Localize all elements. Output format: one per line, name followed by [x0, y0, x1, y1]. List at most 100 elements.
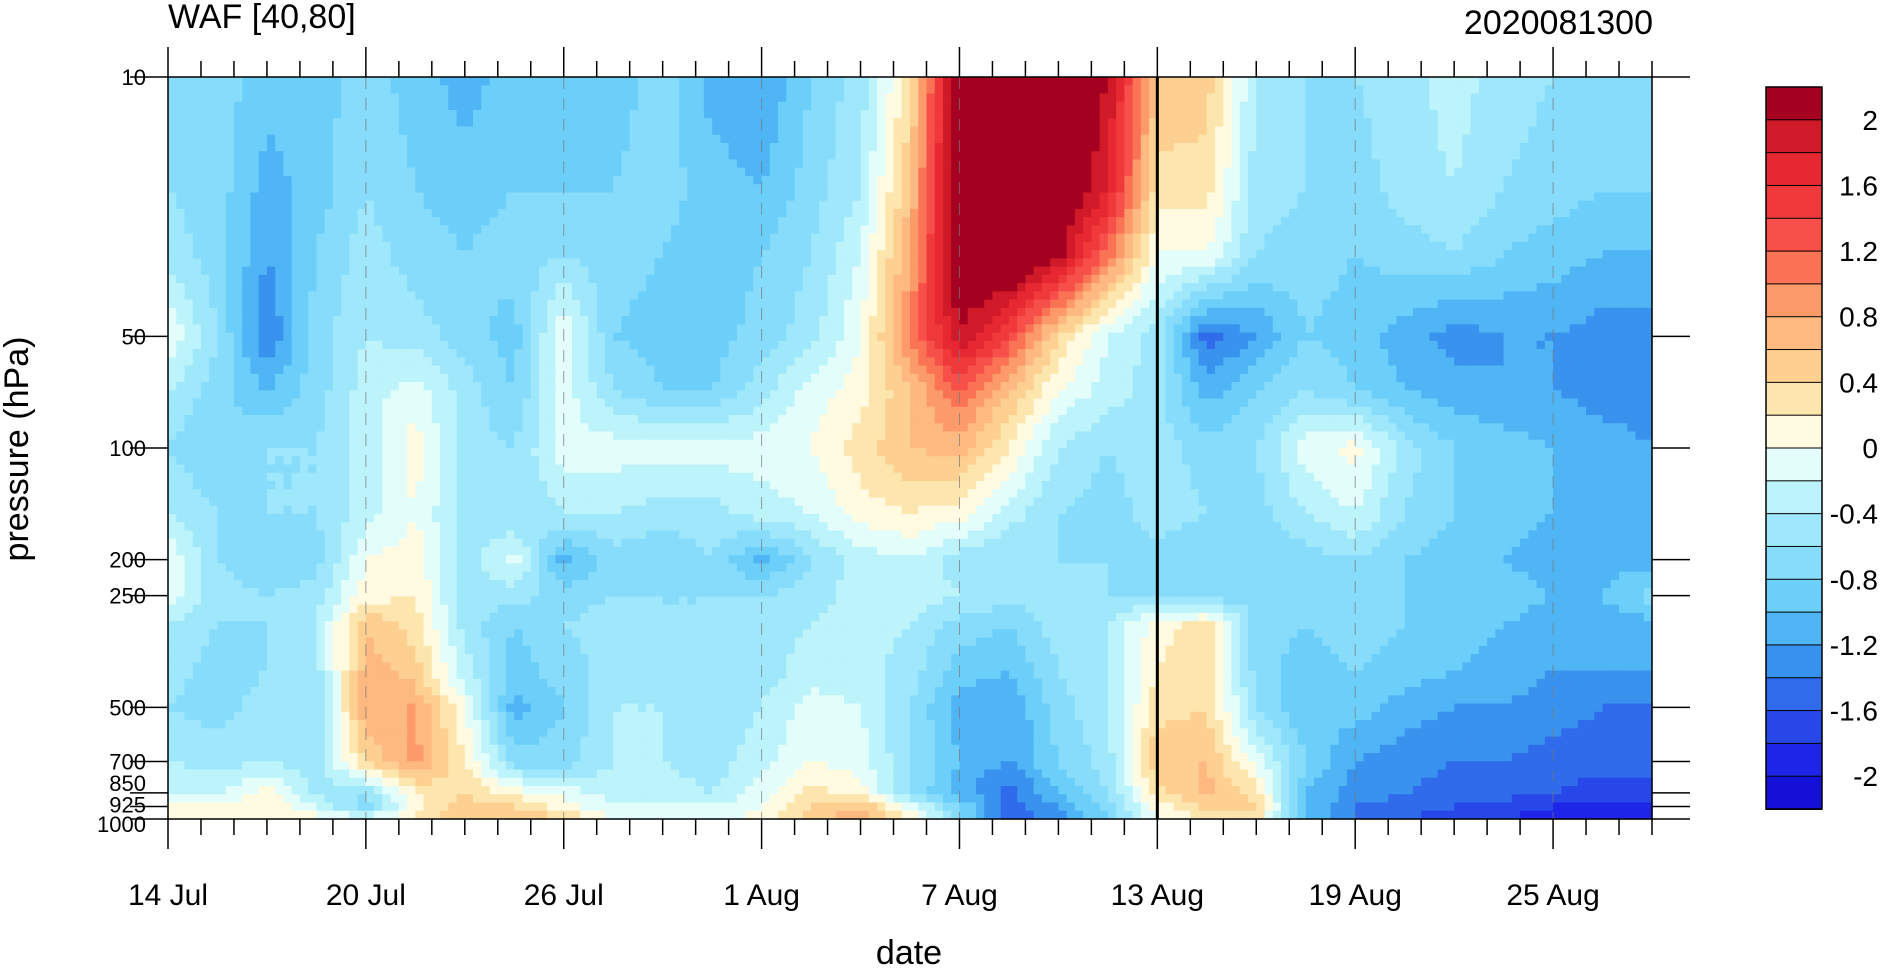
field-cell	[473, 159, 482, 169]
field-cell	[975, 159, 985, 169]
field-cell	[835, 274, 845, 284]
field-cell	[786, 175, 796, 185]
field-cell	[687, 250, 697, 259]
field-cell	[1008, 266, 1018, 276]
field-cell	[1190, 283, 1200, 292]
field-cell	[1561, 225, 1571, 235]
field-cell	[547, 266, 557, 276]
field-cell	[728, 134, 738, 144]
field-cell	[1322, 126, 1332, 136]
field-cell	[687, 101, 697, 111]
field-cell	[1429, 175, 1439, 185]
field-cell	[761, 200, 771, 210]
field-cell	[1586, 77, 1595, 86]
field-cell	[1404, 192, 1414, 202]
field-cell	[1627, 134, 1637, 144]
field-cell	[670, 208, 680, 218]
field-cell	[1223, 217, 1233, 226]
field-cell	[695, 167, 705, 177]
field-cell	[1033, 184, 1043, 194]
field-cell	[769, 77, 779, 86]
field-cell	[168, 101, 177, 111]
field-cell	[291, 167, 301, 177]
field-cell	[1223, 192, 1233, 202]
field-cell	[1478, 225, 1488, 235]
field-cell	[835, 77, 845, 86]
field-cell	[918, 250, 928, 259]
field-cell	[357, 225, 367, 235]
field-cell	[1281, 184, 1290, 194]
field-cell	[522, 167, 532, 177]
field-cell	[1577, 233, 1587, 243]
field-cell	[1000, 118, 1010, 128]
field-cell	[778, 225, 787, 235]
field-cell	[423, 118, 433, 128]
field-cell	[1569, 225, 1579, 235]
field-cell	[910, 93, 919, 103]
field-cell	[1165, 250, 1175, 259]
field-cell	[168, 250, 177, 259]
field-cell	[176, 274, 186, 284]
field-cell	[1256, 134, 1266, 144]
field-cell	[168, 200, 177, 210]
field-cell	[1050, 192, 1059, 202]
field-cell	[819, 77, 829, 86]
field-cell	[539, 258, 548, 268]
field-cell	[662, 101, 672, 111]
field-cell	[736, 184, 746, 194]
field-cell	[242, 258, 252, 268]
field-cell	[984, 134, 994, 144]
field-cell	[1099, 126, 1109, 136]
field-cell	[473, 299, 482, 309]
field-cell	[571, 175, 581, 185]
field-cell	[1437, 142, 1447, 152]
field-cell	[1495, 184, 1505, 194]
field-cell	[1033, 225, 1043, 235]
field-cell	[786, 233, 796, 243]
field-cell	[522, 118, 532, 128]
field-cell	[1544, 274, 1554, 284]
field-cell	[662, 77, 672, 86]
field-cell	[1503, 225, 1513, 235]
field-cell	[349, 151, 359, 161]
field-cell	[1388, 85, 1398, 95]
field-cell	[1017, 159, 1027, 169]
field-cell	[1577, 241, 1587, 251]
field-cell	[1454, 233, 1463, 243]
field-cell	[1182, 142, 1191, 152]
field-cell	[448, 159, 458, 169]
field-cell	[555, 126, 565, 136]
field-cell	[506, 217, 515, 226]
field-cell	[877, 167, 886, 177]
field-cell	[547, 167, 557, 177]
field-cell	[341, 142, 350, 152]
field-cell	[1025, 266, 1035, 276]
field-cell	[1281, 241, 1290, 251]
field-cell	[654, 126, 664, 136]
field-cell	[1577, 258, 1587, 268]
field-cell	[547, 258, 557, 268]
field-cell	[761, 184, 771, 194]
field-cell	[530, 85, 540, 95]
field-cell	[1437, 217, 1447, 226]
field-cell	[662, 241, 672, 251]
field-cell	[975, 109, 985, 119]
field-cell	[942, 134, 952, 144]
field-cell	[1561, 109, 1571, 119]
field-cell	[423, 299, 433, 309]
field-cell	[1412, 118, 1422, 128]
field-cell	[176, 283, 186, 292]
field-cell	[613, 167, 623, 177]
field-cell	[860, 299, 870, 309]
field-cell	[1239, 85, 1249, 95]
field-cell	[1462, 93, 1472, 103]
field-cell	[184, 159, 194, 169]
field-cell	[1569, 134, 1579, 144]
field-cell	[481, 175, 491, 185]
field-cell	[1528, 167, 1538, 177]
field-cell	[1083, 101, 1092, 111]
field-cell	[1281, 134, 1290, 144]
field-cell	[390, 274, 400, 284]
field-cell	[736, 151, 746, 161]
field-cell	[555, 159, 565, 169]
